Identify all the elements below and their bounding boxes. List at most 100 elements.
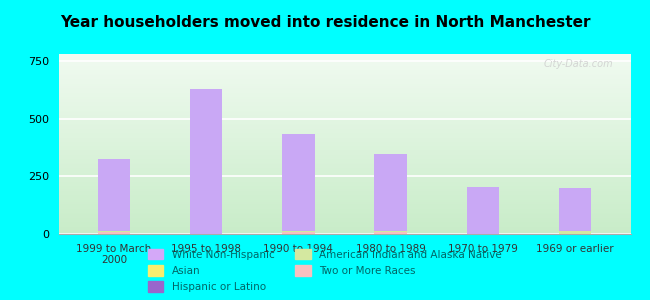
Bar [58,168,630,169]
Bar [58,194,630,195]
Bar [58,130,630,131]
Bar [58,189,630,190]
Bar [58,159,630,160]
Bar [58,214,630,215]
Bar [58,55,630,56]
Bar [58,231,630,232]
Bar [58,172,630,173]
Bar [58,154,630,155]
Bar [58,96,630,97]
Bar [58,115,630,116]
Bar [58,110,630,111]
Bar [58,195,630,196]
Bar [58,222,630,223]
Bar [58,213,630,214]
Bar [58,200,630,201]
Bar [58,84,630,85]
Bar [58,94,630,95]
Bar [58,64,630,65]
Bar [58,202,630,203]
Bar [374,154,407,234]
Bar [374,232,407,234]
Bar [190,88,222,234]
Bar [58,71,630,72]
Bar [58,100,630,101]
Bar [58,106,630,107]
Bar [58,86,630,87]
Bar [58,208,630,209]
Bar [58,127,630,128]
Bar [58,170,630,171]
Bar [58,203,630,204]
Bar [58,181,630,182]
Bar [58,90,630,91]
Bar [58,143,630,144]
Bar [58,79,630,80]
Bar [58,211,630,212]
Bar [58,174,630,175]
Bar [58,228,630,229]
Bar [58,117,630,118]
Bar [58,202,630,203]
Bar [58,225,630,226]
Bar [58,68,630,69]
Bar [58,162,630,163]
Bar [58,188,630,189]
Bar [58,158,630,159]
Bar [58,148,630,149]
Bar [58,107,630,108]
Bar [58,139,630,140]
Bar [58,63,630,64]
Bar [58,70,630,71]
Bar [58,164,630,165]
Bar [58,178,630,179]
Bar [58,150,630,151]
Bar [98,232,130,234]
Bar [58,72,630,73]
Bar [58,88,630,89]
Bar [58,99,630,100]
Bar [58,101,630,102]
Bar [58,185,630,186]
Bar [58,108,630,109]
Bar [58,103,630,104]
Bar [58,165,630,166]
Bar [58,193,630,194]
Bar [58,122,630,123]
Bar [58,128,630,129]
Bar [58,232,630,233]
Bar [58,114,630,115]
Bar [58,62,630,63]
Bar [58,77,630,78]
Bar [58,196,630,197]
Bar [58,54,630,55]
Bar [58,217,630,218]
Bar [58,120,630,121]
Bar [58,151,630,152]
Bar [58,190,630,191]
Bar [58,187,630,188]
Bar [58,184,630,185]
Bar [58,216,630,217]
Bar [58,224,630,225]
Bar [58,135,630,136]
Bar [58,129,630,130]
Bar [58,153,630,154]
Bar [58,229,630,230]
Bar [58,124,630,125]
Bar [58,183,630,184]
Bar [58,155,630,156]
Bar [58,116,630,117]
Bar [58,147,630,148]
Bar [58,152,630,153]
Bar [58,95,630,96]
Bar [282,134,315,234]
Bar [58,201,630,202]
Legend: White Non-Hispanic, Asian, Hispanic or Latino, American Indian and Alaska Native: White Non-Hispanic, Asian, Hispanic or L… [148,249,502,292]
Bar [58,93,630,94]
Bar [58,141,630,142]
Bar [58,123,630,124]
Bar [58,142,630,143]
Bar [58,65,630,66]
Bar [58,191,630,192]
